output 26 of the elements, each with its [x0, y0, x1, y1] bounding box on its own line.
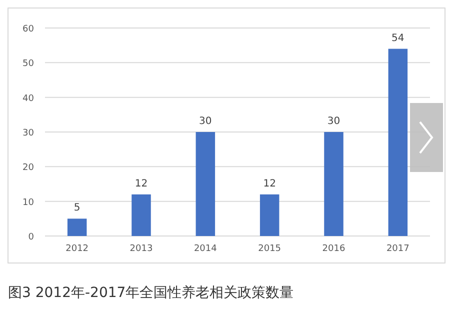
- bar: [260, 194, 280, 236]
- x-tick-label: 2017: [386, 244, 410, 254]
- bar: [196, 132, 216, 236]
- x-tick-label: 2012: [66, 244, 89, 254]
- y-tick-label: 10: [22, 198, 34, 208]
- x-tick-label: 2015: [258, 244, 282, 254]
- y-tick-label: 30: [22, 128, 34, 138]
- data-label: 30: [327, 116, 340, 127]
- x-tick-label: 2014: [194, 244, 218, 254]
- bar: [67, 218, 87, 236]
- x-tick-label: 2013: [130, 244, 153, 254]
- data-label: 30: [199, 116, 212, 127]
- data-label: 54: [392, 32, 404, 44]
- x-tick-label: 2016: [322, 244, 346, 254]
- bar: [132, 194, 151, 236]
- y-tick-label: 50: [22, 59, 34, 70]
- y-tick-label: 40: [22, 94, 34, 104]
- data-label: 12: [263, 178, 276, 190]
- text: 图3 2012年-2017年全国性养老相关政策数量: [8, 285, 294, 301]
- data-label: 12: [134, 178, 148, 190]
- bar: [324, 132, 344, 236]
- data-label: 5: [74, 202, 80, 214]
- y-tick-label: 0: [28, 232, 34, 242]
- bar: [388, 48, 408, 236]
- y-tick-label: 20: [22, 163, 34, 174]
- y-tick-label: 60: [22, 24, 34, 34]
